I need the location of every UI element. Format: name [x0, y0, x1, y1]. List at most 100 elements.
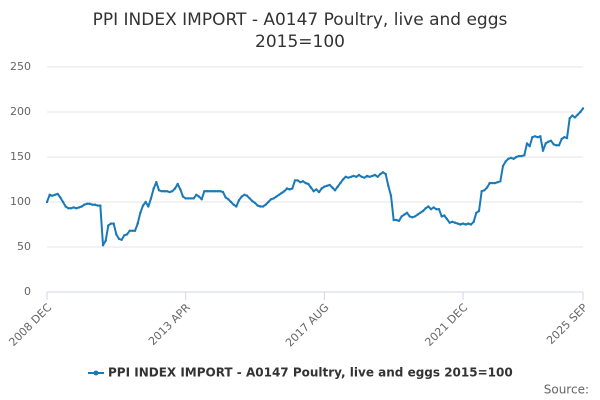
data-point [421, 209, 425, 213]
legend-marker [93, 370, 99, 376]
x-tick-label: 2008 DEC [6, 301, 54, 349]
legend-label: PPI INDEX IMPORT - A0147 Poultry, live a… [108, 366, 513, 380]
data-point [357, 173, 361, 177]
data-point [347, 176, 350, 179]
data-point [224, 196, 227, 199]
data-point [371, 174, 374, 178]
data-point [144, 200, 147, 204]
data-point [363, 176, 366, 179]
data-point [69, 207, 73, 210]
data-point [59, 196, 62, 199]
data-point [291, 187, 294, 190]
chart-title: 2015=100 [255, 32, 345, 52]
data-point [208, 190, 211, 193]
data-point [189, 197, 193, 200]
data-point [483, 189, 486, 192]
data-point [480, 190, 483, 193]
data-point [341, 178, 345, 181]
x-tick-label: 2021 DEC [422, 301, 470, 349]
data-point [560, 137, 563, 141]
data-point [437, 208, 441, 211]
data-point [51, 194, 54, 197]
data-point [405, 211, 409, 214]
data-point [147, 205, 150, 208]
data-point [453, 221, 457, 224]
data-point [75, 207, 78, 210]
data-point [104, 239, 107, 242]
data-point [248, 197, 251, 200]
data-point [256, 204, 259, 207]
y-tick-label: 50 [17, 240, 31, 253]
data-point [392, 218, 395, 222]
data-point [384, 172, 387, 176]
data-point [323, 185, 326, 188]
data-point [251, 199, 254, 203]
data-point [261, 205, 265, 208]
data-point [373, 173, 377, 177]
data-point [381, 171, 385, 174]
data-point [221, 190, 225, 194]
data-point [120, 238, 123, 241]
data-point [325, 184, 329, 187]
data-point [376, 175, 379, 178]
data-point [160, 190, 163, 193]
data-point [168, 190, 171, 194]
data-point [389, 194, 393, 197]
data-point [192, 197, 195, 200]
data-point [507, 157, 510, 160]
data-point [283, 190, 286, 193]
data-point [456, 222, 459, 225]
data-point [331, 186, 334, 189]
data-point [469, 223, 473, 226]
data-point [360, 175, 363, 178]
data-point [67, 207, 70, 210]
data-point [403, 213, 406, 216]
data-point [491, 181, 494, 185]
data-point [517, 154, 521, 158]
data-point [61, 200, 65, 204]
data-point [123, 234, 126, 237]
data-point [96, 204, 99, 207]
data-point [320, 187, 323, 190]
data-point [379, 172, 382, 176]
data-point [499, 180, 502, 183]
data-point [541, 149, 545, 152]
data-point [459, 223, 462, 226]
data-point [533, 135, 537, 138]
data-point [544, 142, 547, 145]
data-point [77, 206, 81, 209]
data-point [523, 154, 526, 157]
data-point [133, 229, 137, 232]
data-point [93, 203, 97, 206]
data-point [243, 193, 246, 196]
data-point [427, 205, 430, 208]
data-point [45, 200, 49, 204]
data-point [309, 186, 313, 189]
data-point [53, 193, 57, 196]
data-point [493, 181, 497, 185]
data-point [368, 175, 371, 178]
data-point [152, 187, 155, 190]
data-point [211, 190, 214, 193]
y-tick-label: 150 [10, 150, 31, 163]
data-point [485, 186, 489, 189]
data-point [237, 199, 241, 202]
x-tick-label: 2013 APR [146, 301, 193, 348]
data-point [48, 193, 51, 196]
data-point [56, 192, 59, 196]
y-tick-label: 100 [10, 195, 31, 208]
data-point [461, 222, 465, 225]
data-point [339, 181, 342, 185]
data-point [565, 136, 569, 140]
data-point [408, 215, 411, 218]
data-point [232, 203, 235, 206]
data-point [200, 198, 203, 201]
data-point [488, 181, 491, 185]
data-point [259, 205, 262, 208]
data-point [299, 181, 302, 184]
data-point [576, 113, 579, 116]
y-tick-label: 250 [10, 60, 31, 73]
data-point [451, 220, 454, 223]
data-point [568, 117, 571, 120]
